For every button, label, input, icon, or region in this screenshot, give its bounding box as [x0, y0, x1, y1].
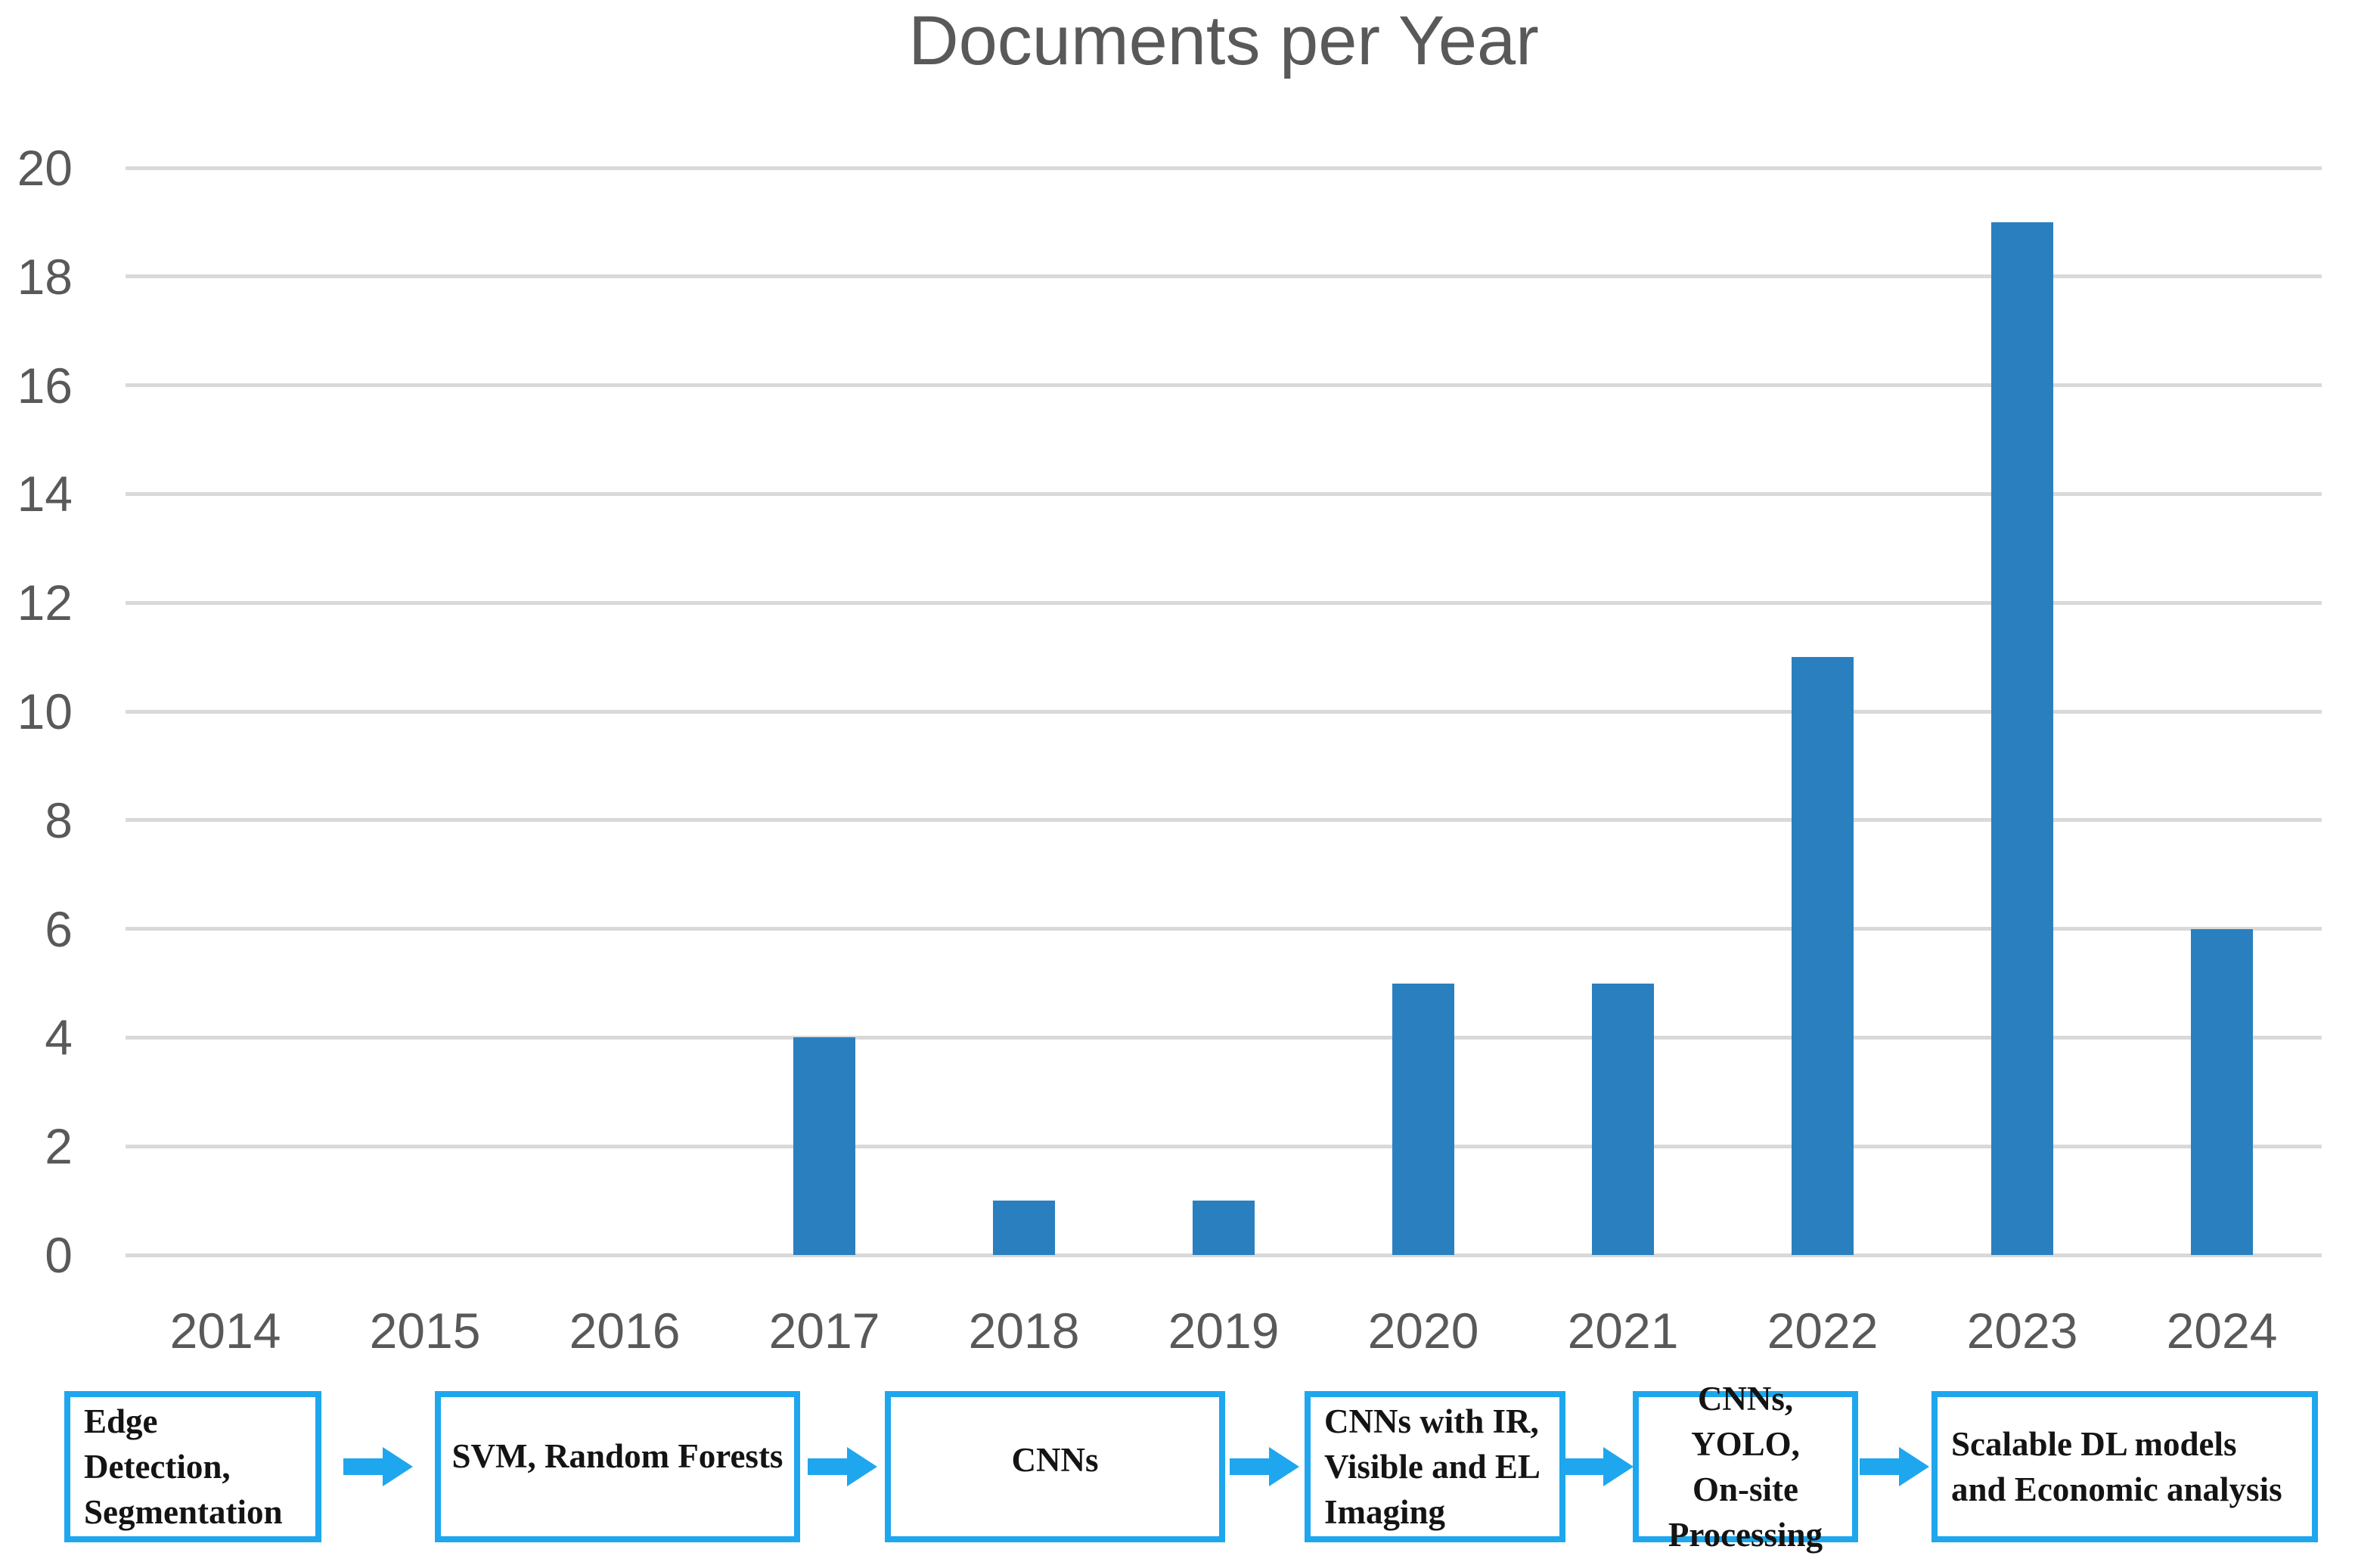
flow-box-cnns-ir-visible-el: CNNs with IR, Visible and EL Imaging: [1305, 1391, 1565, 1542]
plot-area: 0 2 4 6 8 10 12 14 16 18 20 2014 2015 2016 2017 2018 201…: [17, 143, 2322, 1356]
x-axis-label-2021: 2021: [1567, 1303, 1679, 1359]
bar-2018: [993, 1201, 1055, 1255]
x-axis-label-2022: 2022: [1767, 1303, 1879, 1359]
flow-box-svm-random-forests: SVM, Random Forests: [435, 1391, 800, 1542]
gridline-y-6: [126, 927, 2322, 931]
x-axis-label-2023: 2023: [1966, 1303, 2078, 1359]
gridline-y-4: [126, 1035, 2322, 1040]
flow-box-line: CNNs: [1011, 1441, 1099, 1479]
y-axis-tick-label-18: 18: [17, 248, 73, 305]
y-axis-tick-label-14: 14: [17, 466, 73, 522]
flow-box-line: CNNs with IR,: [1324, 1402, 1539, 1440]
x-axis-label-2018: 2018: [968, 1303, 1080, 1359]
gridline-y-14: [126, 491, 2322, 496]
x-axis-label-2019: 2019: [1168, 1303, 1280, 1359]
gridline-y-10: [126, 709, 2322, 714]
y-axis-tick-label-12: 12: [17, 575, 73, 631]
flow-box-line: Segmentation: [84, 1493, 283, 1531]
bar-2019: [1193, 1201, 1255, 1255]
flow-arrow-icon: [1230, 1447, 1299, 1486]
y-axis-tick-label-8: 8: [45, 792, 73, 848]
gridline-y-16: [126, 383, 2322, 388]
flow-box-line: SVM, Random Forests: [451, 1437, 783, 1475]
flow-box-line: Visible and EL: [1324, 1448, 1541, 1486]
timeline-flow-diagram: Edge Detection, Segmentation SVM, Random…: [0, 1380, 2355, 1554]
gridline-y-8: [126, 818, 2322, 823]
y-axis-tick-label-16: 16: [17, 357, 73, 414]
x-axis-label-2024: 2024: [2166, 1303, 2278, 1359]
flow-box-cnns: CNNs: [885, 1391, 1225, 1542]
flow-box-line: Scalable DL models: [1951, 1425, 2237, 1463]
bar-2024: [2191, 928, 2253, 1255]
bar-2021: [1592, 983, 1654, 1255]
flow-box-line: Imaging: [1324, 1493, 1446, 1531]
gridline-y-12: [126, 600, 2322, 605]
y-axis-tick-label-4: 4: [45, 1009, 73, 1066]
flow-box-line: Processing: [1668, 1516, 1823, 1554]
bar-2023: [1991, 222, 2053, 1255]
flow-arrow-icon: [808, 1447, 877, 1486]
chart-title: Documents per Year: [908, 2, 1539, 79]
bar-2017: [793, 1037, 855, 1255]
flow-box-line: On-site: [1693, 1470, 1798, 1508]
gridline-y-0: [126, 1253, 2322, 1257]
x-axis-label-2020: 2020: [1367, 1303, 1479, 1359]
x-axis-label-2017: 2017: [768, 1303, 880, 1359]
bar-2020: [1392, 983, 1454, 1255]
flow-box-cnns-yolo-onsite: CNNs, YOLO, On-site Processing: [1633, 1380, 1858, 1554]
x-axis-label-2014: 2014: [169, 1303, 281, 1359]
y-axis-tick-label-0: 0: [45, 1227, 73, 1283]
y-axis-tick-label-2: 2: [45, 1118, 73, 1175]
gridline-y-2: [126, 1144, 2322, 1148]
y-axis-tick-label-20: 20: [17, 140, 73, 196]
x-axis-label-2016: 2016: [569, 1303, 681, 1359]
bar-2022: [1792, 657, 1854, 1255]
gridline-y-18: [126, 274, 2322, 279]
flow-arrow-icon: [1564, 1447, 1634, 1486]
flow-box-edge-detection: Edge Detection, Segmentation: [64, 1391, 321, 1542]
flow-box-scalable-dl-economic: Scalable DL models and Economic analysis: [1931, 1391, 2318, 1542]
gridline-y-20: [126, 166, 2322, 170]
flow-box-line: CNNs, YOLO,: [1691, 1380, 1800, 1463]
y-axis-tick-label-10: 10: [17, 683, 73, 739]
flow-box-line: and Economic analysis: [1951, 1470, 2282, 1508]
y-axis-tick-label-6: 6: [45, 900, 73, 957]
flow-box-line: Edge Detection,: [84, 1402, 231, 1486]
flow-arrow-icon: [1860, 1447, 1929, 1486]
flow-arrow-icon: [343, 1447, 413, 1486]
x-axis-label-2015: 2015: [369, 1303, 481, 1359]
